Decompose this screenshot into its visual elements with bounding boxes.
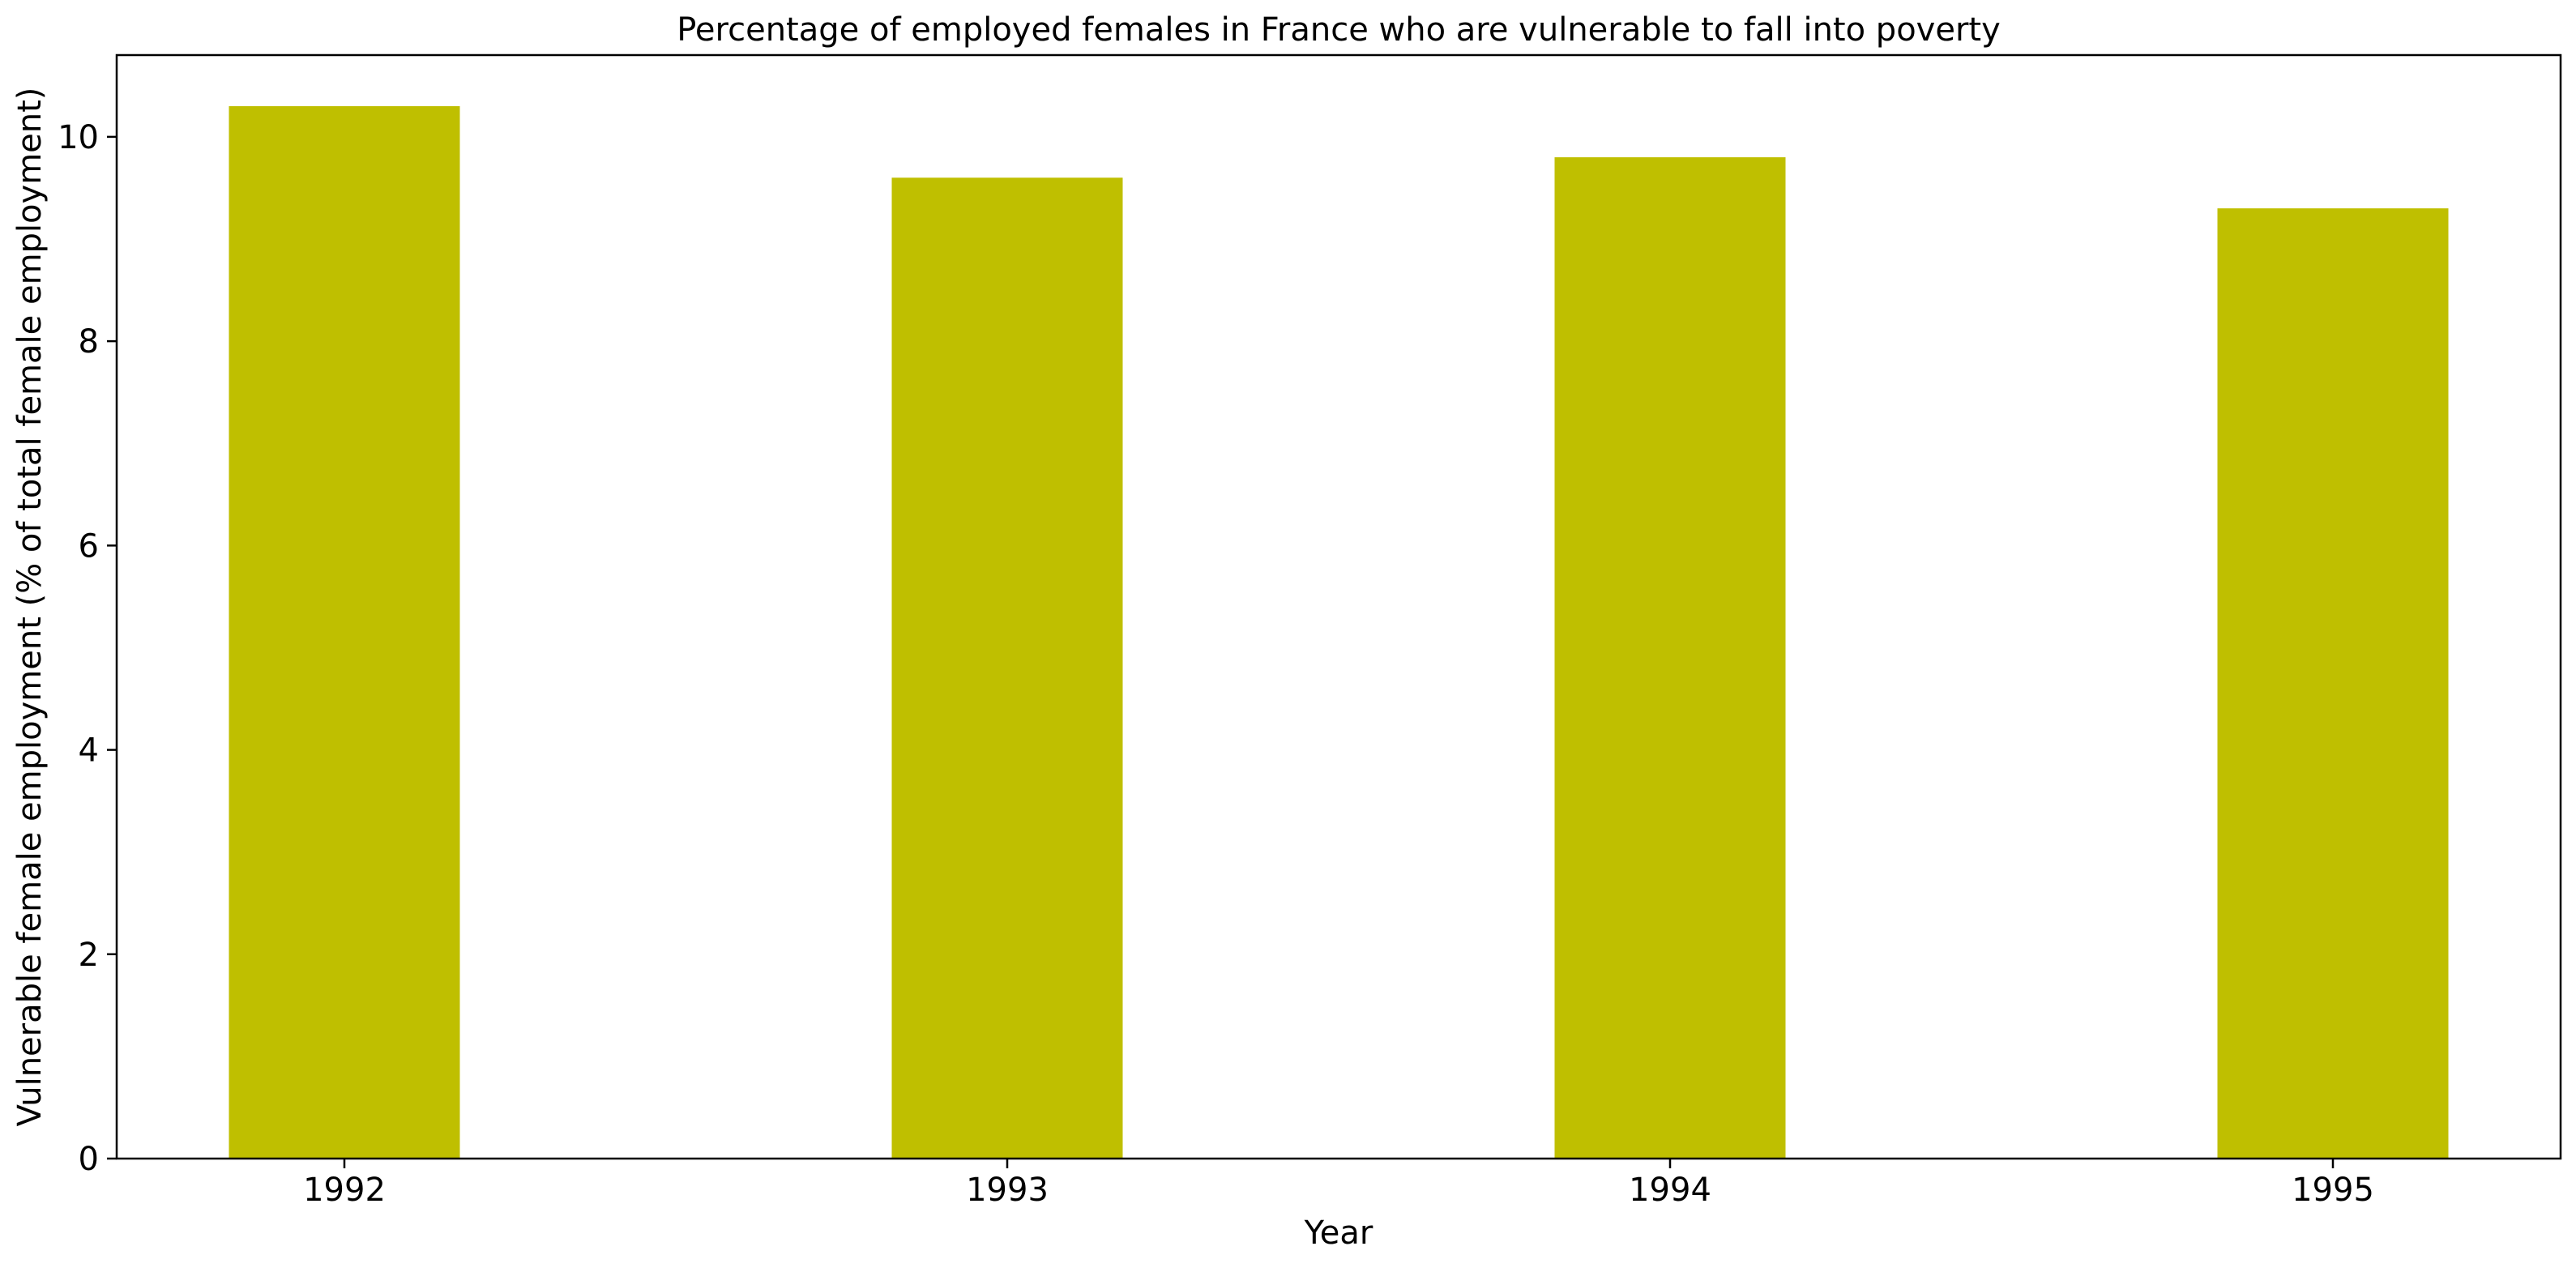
y-axis-label: Vulnerable female employment (% of total… <box>11 88 49 1127</box>
bar-1992 <box>229 106 460 1159</box>
x-tick-label: 1995 <box>2292 1172 2374 1209</box>
x-tick-label: 1993 <box>966 1172 1049 1209</box>
plot-frame <box>115 53 2562 1160</box>
y-tick-label: 2 <box>79 937 99 974</box>
y-axis-ticks: 0 2 4 6 8 10 <box>58 119 117 1178</box>
x-tick-label: 1992 <box>303 1172 386 1209</box>
chart-title: Percentage of employed females in France… <box>677 11 2001 49</box>
bar-1995 <box>2217 208 2449 1159</box>
x-tick-label: 1994 <box>1629 1172 1711 1209</box>
bars-group <box>229 106 2449 1159</box>
y-tick-label: 0 <box>79 1141 99 1178</box>
y-tick-label: 6 <box>79 527 99 565</box>
x-axis-ticks: 1992 1993 1994 1995 <box>303 1159 2374 1209</box>
x-axis-label: Year <box>1304 1214 1373 1252</box>
bar-1994 <box>1554 157 1786 1159</box>
y-tick-label: 8 <box>79 323 99 361</box>
y-tick-label: 10 <box>58 119 99 156</box>
bar-1993 <box>891 177 1123 1159</box>
y-tick-label: 4 <box>79 732 99 770</box>
